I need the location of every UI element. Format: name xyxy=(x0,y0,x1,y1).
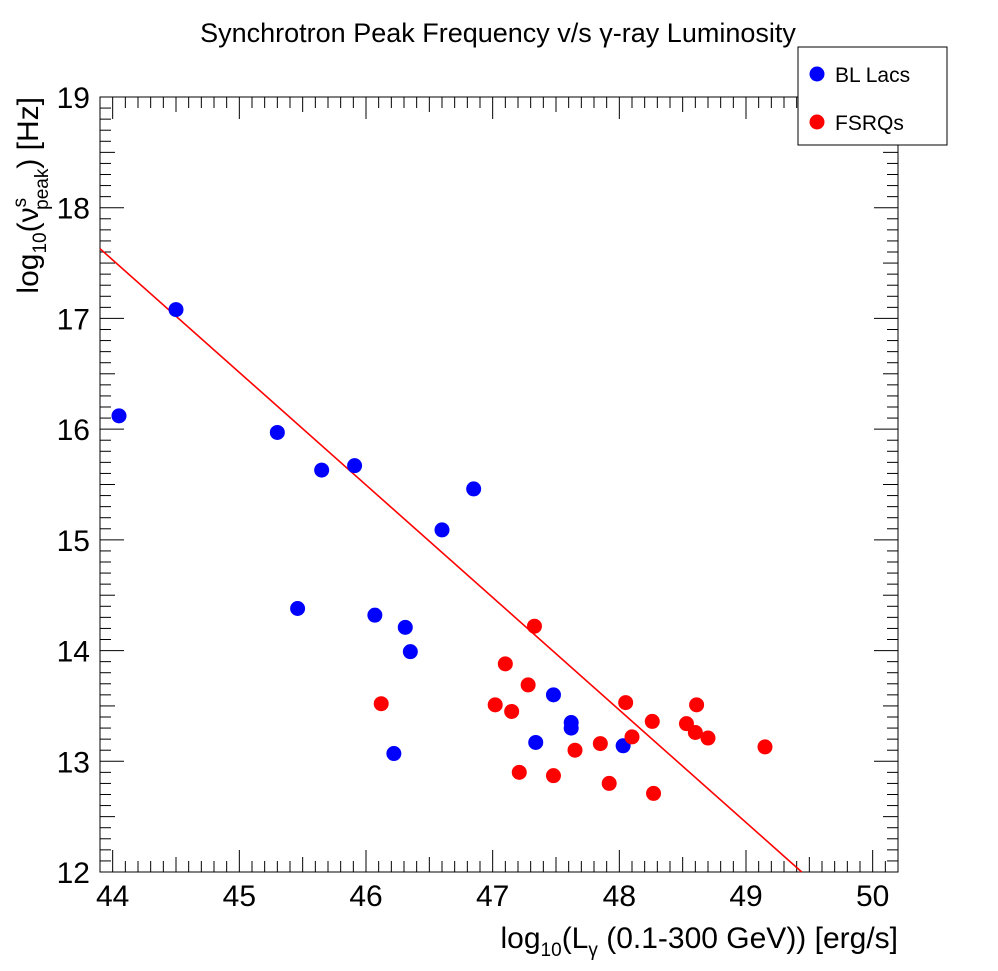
point-fsrqs xyxy=(497,656,513,672)
point-fsrqs xyxy=(526,618,542,634)
point-fsrqs xyxy=(624,729,640,745)
point-bl-lacs xyxy=(386,746,402,762)
point-fsrqs xyxy=(689,697,705,713)
data-points xyxy=(111,302,773,801)
x-tick-label: 50 xyxy=(856,880,889,913)
fit-line xyxy=(99,248,803,873)
legend: BL Lacs FSRQs xyxy=(797,46,948,146)
legend-label-fsrqs: FSRQs xyxy=(835,112,904,135)
y-axis-title: log10(νspeak) [Hz] xyxy=(10,97,53,294)
point-fsrqs xyxy=(618,695,634,711)
point-fsrqs xyxy=(567,742,583,758)
y-tick-label: 12 xyxy=(57,857,90,890)
point-fsrqs xyxy=(520,677,536,693)
y-tick-label: 14 xyxy=(57,636,90,669)
point-fsrqs xyxy=(487,697,503,713)
y-tick-labels: 12 13 14 15 16 17 18 19 xyxy=(57,82,90,890)
y-tick-label: 18 xyxy=(57,193,90,226)
x-tick-label: 48 xyxy=(603,880,636,913)
point-fsrqs xyxy=(504,703,520,719)
point-fsrqs xyxy=(601,775,617,791)
point-fsrqs xyxy=(511,764,527,780)
x-tick-label: 49 xyxy=(729,880,762,913)
legend-label-bl-lacs: BL Lacs xyxy=(835,64,910,87)
y-tick-label: 15 xyxy=(57,525,90,558)
point-bl-lacs xyxy=(269,424,285,440)
x-tick-label: 46 xyxy=(349,880,382,913)
point-bl-lacs xyxy=(466,481,482,497)
point-bl-lacs xyxy=(168,302,184,318)
y-tick-label: 16 xyxy=(57,414,90,447)
point-bl-lacs xyxy=(367,607,383,623)
point-bl-lacs xyxy=(402,644,418,660)
point-fsrqs xyxy=(687,725,703,740)
point-bl-lacs xyxy=(290,601,306,616)
x-axis-title: log10(Lγ (0.1-300 GeV)) [erg/s] xyxy=(501,922,899,961)
x-tick-label: 47 xyxy=(476,880,509,913)
legend-marker-fsrqs xyxy=(809,114,825,130)
legend-box xyxy=(797,46,948,146)
x-tick-label: 45 xyxy=(223,880,256,913)
point-fsrqs xyxy=(700,730,716,746)
y-tick-label: 13 xyxy=(57,746,90,779)
point-bl-lacs xyxy=(528,734,544,750)
y-tick-label: 19 xyxy=(57,82,90,115)
point-fsrqs xyxy=(644,713,660,729)
point-fsrqs xyxy=(545,768,561,784)
point-bl-lacs xyxy=(434,522,450,538)
fit-line-layer xyxy=(99,248,803,873)
point-fsrqs xyxy=(592,736,608,752)
point-bl-lacs xyxy=(314,462,330,478)
axis-ticks xyxy=(99,96,899,873)
y-tick-label: 17 xyxy=(57,303,90,336)
point-bl-lacs xyxy=(111,408,127,424)
chart-title: Synchrotron Peak Frequency v/s γ-ray Lum… xyxy=(200,18,796,48)
x-tick-label: 44 xyxy=(96,880,129,913)
point-bl-lacs xyxy=(563,720,579,736)
point-bl-lacs xyxy=(545,687,561,703)
point-bl-lacs xyxy=(347,458,363,474)
point-fsrqs xyxy=(757,739,773,755)
plot-frame xyxy=(99,96,899,873)
legend-marker-bl-lacs xyxy=(809,66,825,82)
x-tick-labels: 44 45 46 47 48 49 50 xyxy=(96,880,889,913)
point-bl-lacs xyxy=(397,619,413,635)
point-fsrqs xyxy=(373,696,389,712)
point-fsrqs xyxy=(646,785,662,801)
